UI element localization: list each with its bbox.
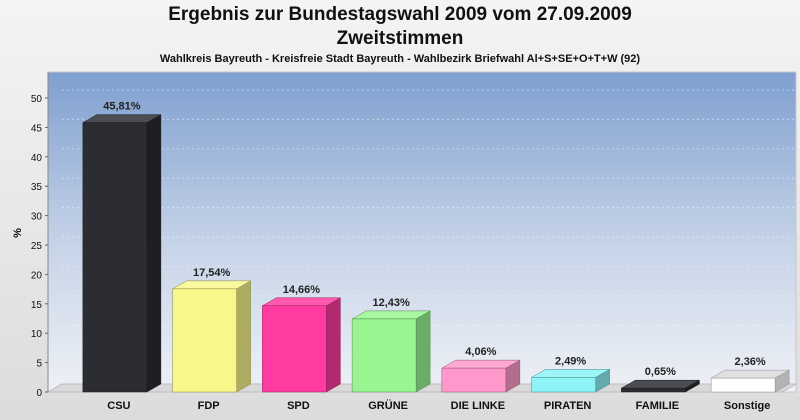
bar-top xyxy=(81,114,162,123)
chart-title: Ergebnis zur Bundestagswahl 2009 vom 27.… xyxy=(168,4,632,25)
y-tick-label: 50 xyxy=(31,94,43,105)
bar-front xyxy=(621,387,686,393)
bar-familie xyxy=(620,379,701,393)
y-tick-label: 40 xyxy=(31,153,43,164)
y-tick-label: 5 xyxy=(36,359,42,370)
y-tick-label: 35 xyxy=(31,182,43,193)
bar-spd xyxy=(261,297,342,393)
x-tick-label: PIRATEN xyxy=(544,400,592,412)
bar-front xyxy=(710,377,776,393)
bar-top xyxy=(710,369,791,379)
y-tick-label: 15 xyxy=(31,300,43,311)
x-tick-label: CSU xyxy=(107,400,130,412)
value-label: 17,54% xyxy=(193,267,231,279)
bar-side xyxy=(415,310,431,393)
value-label: 45,81% xyxy=(103,101,141,113)
bar-top xyxy=(261,297,342,307)
x-tick-label: Sonstige xyxy=(724,400,770,412)
bar-front xyxy=(82,122,148,393)
bar-top xyxy=(171,280,252,290)
chart-subtitle: Zweitstimmen xyxy=(336,28,464,49)
bar-grüne xyxy=(351,310,432,393)
bar-top xyxy=(620,379,701,389)
value-label: 12,43% xyxy=(372,297,410,309)
bar-front xyxy=(262,305,327,393)
bar-top xyxy=(440,359,521,369)
bar-side xyxy=(326,297,341,393)
x-tick-label: FAMILIE xyxy=(636,400,679,412)
value-label: 14,66% xyxy=(283,284,321,296)
bar-front xyxy=(531,377,596,393)
bar-sonstige xyxy=(710,369,791,393)
bar-fdp xyxy=(171,280,252,393)
y-tick-label: 10 xyxy=(31,329,43,340)
bar-piraten xyxy=(530,368,611,393)
y-tick-label: 0 xyxy=(36,388,42,399)
bar-side xyxy=(146,114,162,393)
bar-front xyxy=(441,367,507,393)
value-label: 2,49% xyxy=(555,355,586,367)
y-tick-label: 30 xyxy=(31,212,43,223)
x-tick-label: FDP xyxy=(198,400,220,412)
bar-front xyxy=(351,318,417,393)
bar-side xyxy=(236,280,251,393)
y-axis-label: % xyxy=(12,228,24,238)
y-tick-label: 20 xyxy=(31,270,43,281)
value-label: 4,06% xyxy=(465,346,496,358)
bar-front xyxy=(172,288,237,393)
bar-top xyxy=(351,310,432,320)
bar-top xyxy=(530,369,611,378)
value-label: 2,36% xyxy=(735,356,766,368)
bar-die-linke xyxy=(440,359,521,393)
y-tick-label: 45 xyxy=(31,123,43,134)
y-tick-label: 25 xyxy=(31,241,43,252)
x-tick-label: GRÜNE xyxy=(368,399,408,412)
x-tick-label: DIE LINKE xyxy=(451,400,505,412)
x-tick-label: SPD xyxy=(287,400,310,412)
bar-csu xyxy=(81,114,162,393)
value-label: 0,65% xyxy=(645,366,676,378)
chart-caption: Wahlkreis Bayreuth - Kreisfreie Stadt Ba… xyxy=(159,53,641,65)
